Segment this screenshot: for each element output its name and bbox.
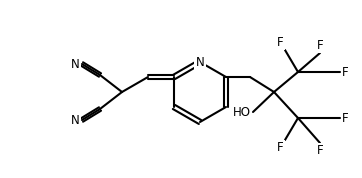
Text: F: F xyxy=(317,39,323,52)
Text: F: F xyxy=(317,144,323,157)
Text: F: F xyxy=(277,36,284,49)
Text: N: N xyxy=(195,56,205,69)
Text: F: F xyxy=(342,111,349,124)
Text: HO: HO xyxy=(233,106,251,119)
Text: F: F xyxy=(342,66,349,78)
Text: N: N xyxy=(71,57,80,70)
Text: N: N xyxy=(71,114,80,127)
Text: F: F xyxy=(277,141,284,154)
